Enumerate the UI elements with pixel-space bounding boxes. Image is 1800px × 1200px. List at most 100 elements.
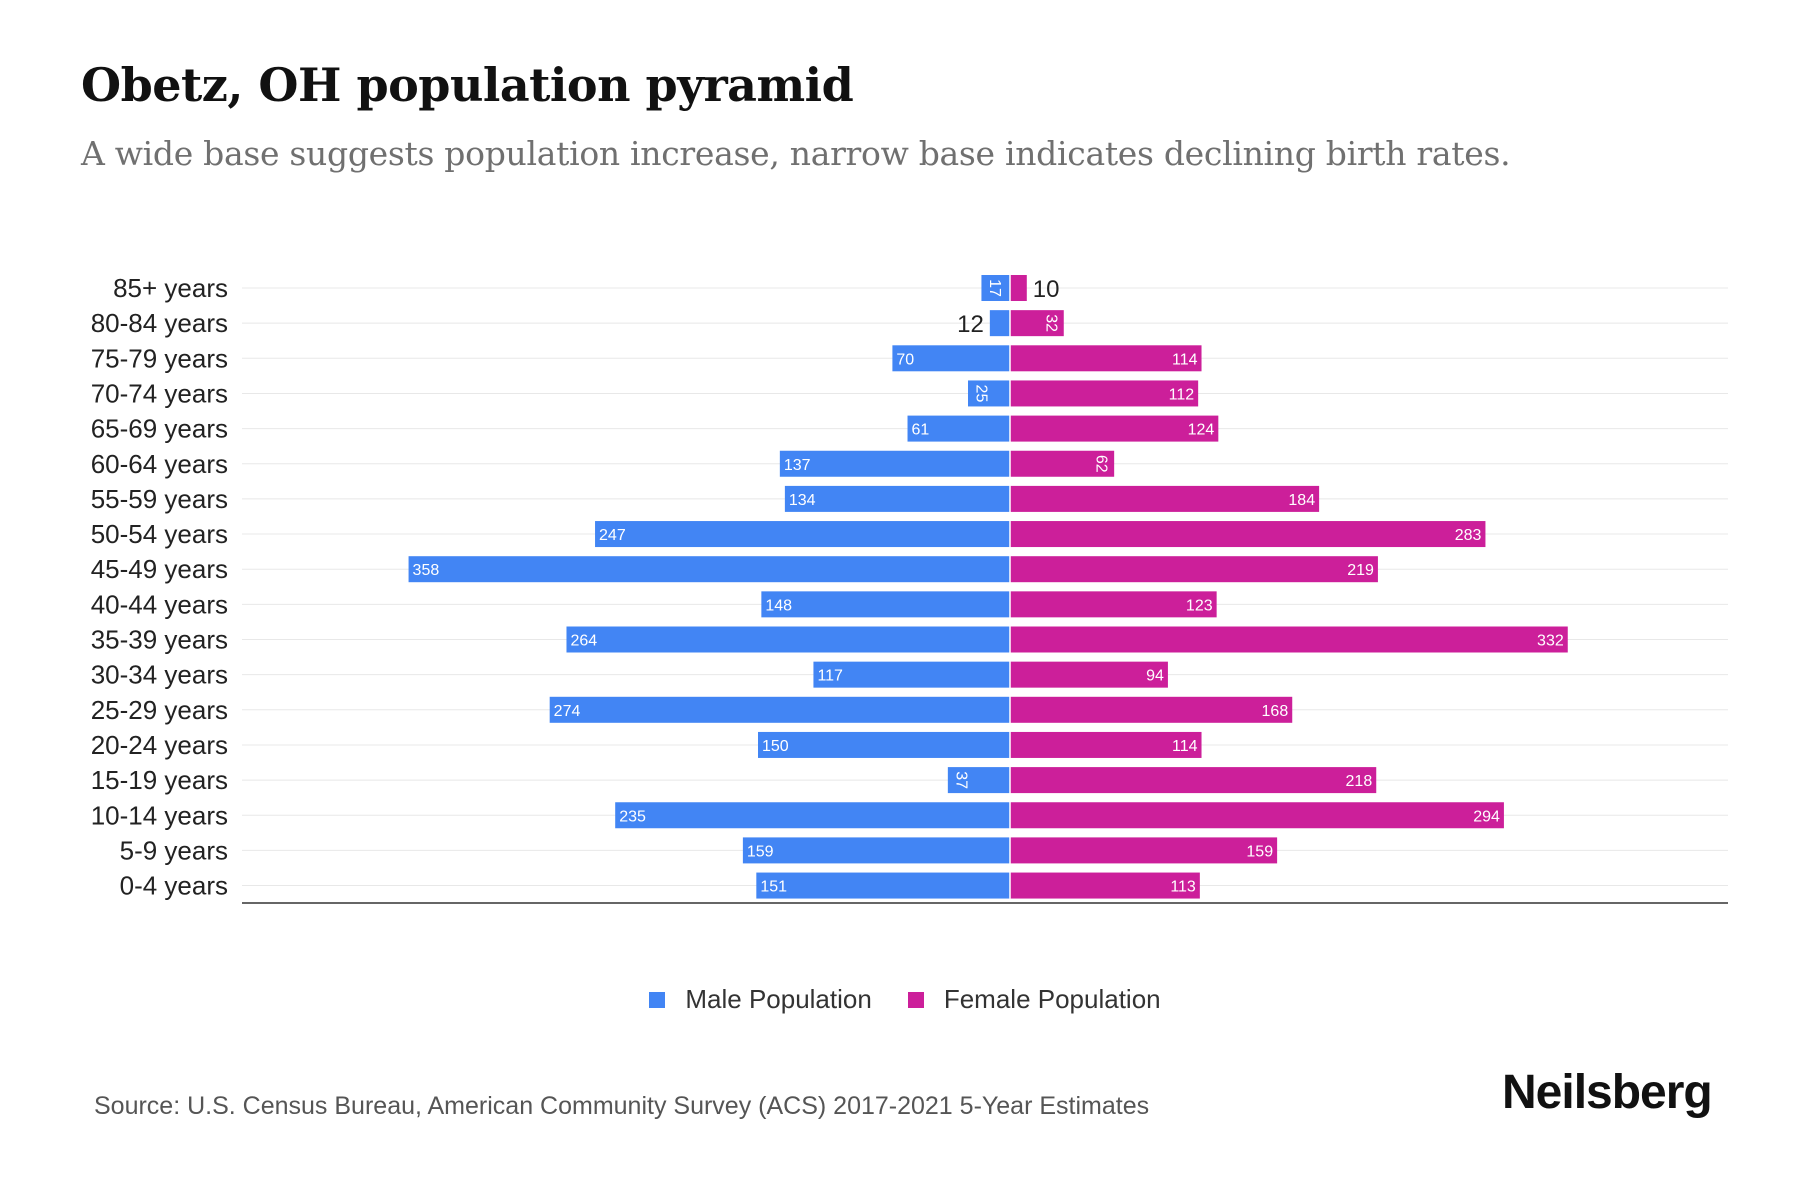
y-tick-label: 0-4 years — [120, 871, 228, 901]
legend-label-male: Male Population — [685, 984, 872, 1014]
female-value-label: 332 — [1537, 633, 1564, 650]
male-bar — [779, 450, 1010, 477]
male-bar — [892, 345, 1010, 372]
female-bar — [1010, 345, 1202, 372]
male-bar — [408, 556, 1010, 583]
male-value-label: 25 — [973, 385, 990, 403]
male-value-label: 37 — [952, 771, 969, 789]
legend-item-female: Female Population — [907, 984, 1161, 1015]
male-bar — [981, 275, 1010, 301]
male-value-label: 358 — [413, 562, 440, 579]
female-bar — [1010, 310, 1064, 337]
female-bar — [1010, 415, 1219, 442]
female-value-label: 294 — [1473, 808, 1500, 825]
female-value-label: 159 — [1246, 843, 1273, 860]
female-bar — [1010, 275, 1027, 301]
male-value-label: 264 — [570, 633, 597, 650]
y-tick-label: 10-14 years — [91, 800, 228, 830]
female-bar — [1010, 837, 1278, 864]
y-tick-label: 45-49 years — [91, 554, 228, 584]
chart-subtitle: A wide base suggests population increase… — [81, 134, 1511, 173]
y-tick-label: 15-19 years — [91, 765, 228, 795]
legend-label-female: Female Population — [943, 984, 1161, 1014]
y-tick-label: 25-29 years — [91, 695, 228, 725]
male-bar — [566, 626, 1010, 653]
female-value-label: 112 — [1169, 386, 1195, 403]
male-bar — [907, 415, 1010, 442]
male-value-label: 117 — [817, 668, 843, 685]
female-bar — [1010, 450, 1115, 477]
female-bar — [1010, 802, 1504, 829]
male-bar — [968, 380, 1010, 407]
chart-legend: Male Population Female Population — [0, 984, 1800, 1015]
y-tick-label: 60-64 years — [91, 449, 228, 479]
y-tick-label: 80-84 years — [91, 308, 228, 338]
female-value-label: 62 — [1093, 455, 1110, 473]
female-value-label: 10 — [1033, 276, 1060, 303]
male-bar — [813, 661, 1010, 688]
female-value-label: 113 — [1170, 879, 1196, 896]
male-value-label: 235 — [619, 808, 646, 825]
female-bar — [1010, 767, 1377, 794]
male-value-label: 61 — [912, 422, 930, 439]
male-bar — [595, 521, 1010, 548]
male-value-label: 151 — [760, 879, 787, 896]
y-tick-label: 70-74 years — [91, 378, 228, 408]
y-tick-label: 55-59 years — [91, 484, 228, 514]
female-value-label: 283 — [1455, 527, 1482, 544]
male-value-label: 17 — [986, 279, 1003, 297]
female-bar — [1010, 485, 1320, 512]
male-value-label: 70 — [896, 351, 914, 368]
male-bar — [784, 485, 1010, 512]
male-bar — [989, 310, 1010, 337]
male-bar — [742, 837, 1010, 864]
y-tick-label: 30-34 years — [91, 660, 228, 690]
y-tick-label: 40-44 years — [91, 589, 228, 619]
y-tick-label: 50-54 years — [91, 519, 228, 549]
y-tick-label: 85+ years — [113, 273, 228, 303]
male-value-label: 150 — [762, 738, 789, 755]
female-value-label: 184 — [1288, 492, 1315, 509]
legend-swatch-male — [649, 991, 666, 1008]
male-bar — [549, 696, 1010, 723]
male-value-label: 12 — [957, 311, 984, 338]
female-bar — [1010, 626, 1568, 653]
female-value-label: 114 — [1172, 738, 1198, 755]
male-value-label: 274 — [554, 703, 581, 720]
female-bar — [1010, 872, 1200, 899]
male-value-label: 159 — [747, 843, 774, 860]
female-bar — [1010, 556, 1378, 583]
female-value-label: 219 — [1347, 562, 1374, 579]
y-tick-label: 20-24 years — [91, 730, 228, 760]
male-value-label: 148 — [765, 597, 792, 614]
male-bar — [761, 591, 1010, 618]
male-bar — [756, 872, 1010, 899]
brand-logo: Neilsberg — [1502, 1066, 1713, 1119]
female-bar — [1010, 591, 1217, 618]
female-value-label: 168 — [1262, 703, 1289, 720]
female-bar — [1010, 731, 1202, 758]
female-bar — [1010, 696, 1293, 723]
male-bar — [615, 802, 1010, 829]
y-tick-label: 75-79 years — [91, 343, 228, 373]
female-value-label: 114 — [1172, 351, 1198, 368]
female-bar — [1010, 521, 1486, 548]
female-bar — [1010, 380, 1199, 407]
legend-swatch-female — [907, 991, 924, 1008]
female-value-label: 124 — [1188, 422, 1215, 439]
female-value-label: 94 — [1146, 668, 1164, 685]
male-value-label: 134 — [789, 492, 816, 509]
female-value-label: 123 — [1186, 597, 1213, 614]
y-tick-label: 35-39 years — [91, 625, 228, 655]
y-tick-label: 65-69 years — [91, 414, 228, 444]
male-value-label: 247 — [599, 527, 626, 544]
legend-item-male: Male Population — [649, 984, 872, 1015]
y-tick-label: 5-9 years — [120, 835, 228, 865]
male-bar — [947, 767, 1010, 794]
female-value-label: 218 — [1346, 773, 1373, 790]
male-value-label: 137 — [784, 457, 811, 474]
chart-title: Obetz, OH population pyramid — [81, 58, 854, 112]
female-value-label: 32 — [1042, 314, 1059, 332]
female-bar — [1010, 661, 1168, 688]
male-bar — [758, 731, 1010, 758]
